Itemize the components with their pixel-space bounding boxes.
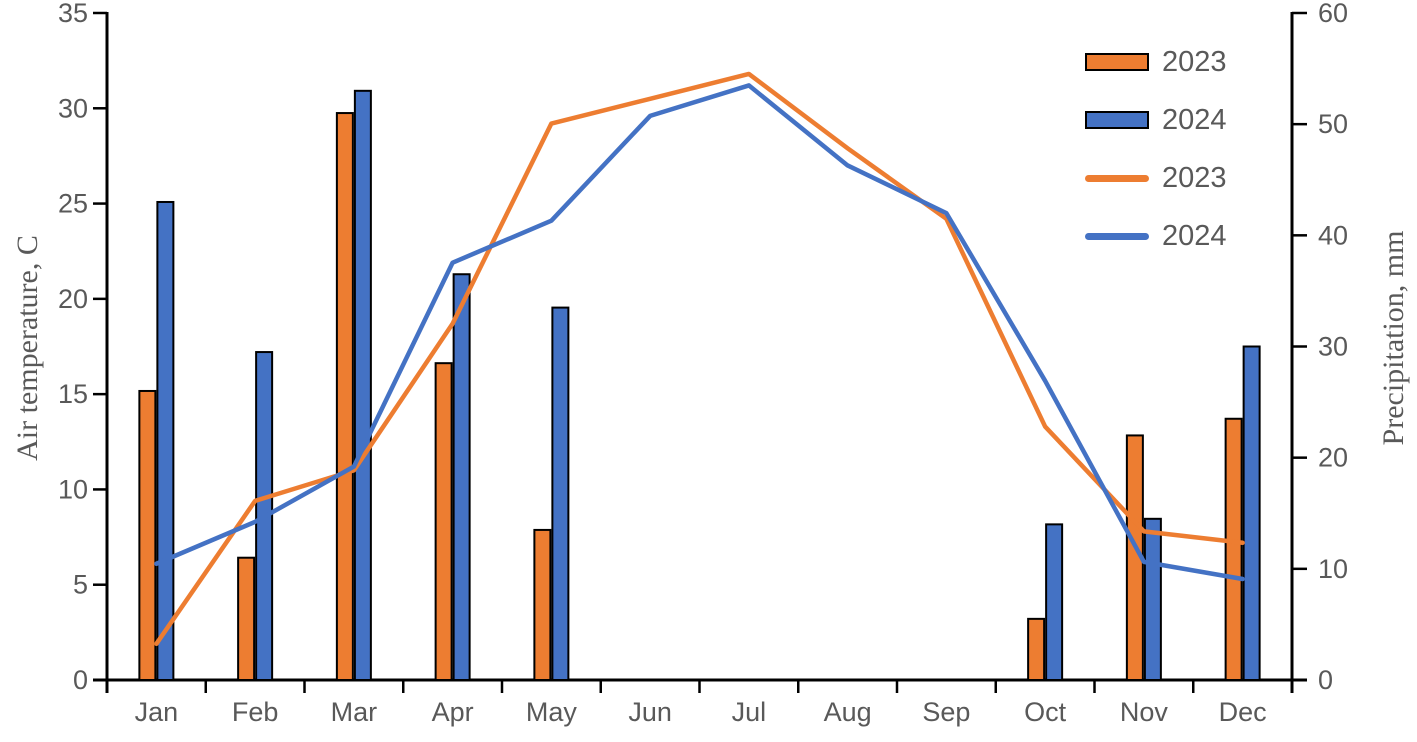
temperature-line-2023	[154, 71, 1245, 647]
month-label-sep: Sep	[922, 697, 970, 727]
legend-label: 2024	[1162, 104, 1227, 136]
left-axis-tick-label: 35	[58, 0, 88, 28]
bar-2024-apr	[452, 273, 471, 681]
right-axis-tick-label: 10	[1318, 554, 1348, 584]
legend-line-swatch	[1085, 174, 1149, 182]
left-axis-tick-label: 15	[58, 379, 88, 409]
bar-2024-jan	[156, 200, 175, 681]
left-axis-tick-label: 25	[58, 189, 88, 219]
right-axis-tick-label: 60	[1318, 0, 1348, 28]
left-axis-title: Air temperature, C	[11, 235, 44, 461]
bar-2023-mar	[335, 112, 354, 682]
left-axis-tick-label: 0	[73, 665, 88, 695]
right-axis-tick-label: 20	[1318, 443, 1348, 473]
bar-2023-dec	[1224, 417, 1243, 681]
bar-2023-oct	[1027, 617, 1046, 682]
left-axis-tick-label: 30	[58, 93, 88, 123]
legend: 2023 2024 2023 2024	[1085, 46, 1227, 285]
legend-item-line-2024: 2024	[1085, 220, 1227, 252]
bar-2023-may	[533, 528, 552, 681]
legend-item-bar-2024: 2024	[1085, 104, 1227, 136]
legend-label: 2024	[1162, 220, 1227, 252]
month-label-nov: Nov	[1120, 697, 1169, 727]
month-label-feb: Feb	[232, 697, 279, 727]
bar-2024-dec	[1242, 345, 1261, 681]
month-label-oct: Oct	[1024, 697, 1067, 727]
month-label-apr: Apr	[432, 697, 474, 727]
bar-2024-mar	[353, 89, 372, 682]
bar-2024-nov	[1143, 517, 1162, 682]
month-label-jun: Jun	[628, 697, 672, 727]
month-label-jul: Jul	[732, 697, 767, 727]
right-axis-tick-label: 50	[1318, 109, 1348, 139]
legend-label: 2023	[1162, 162, 1227, 194]
legend-label: 2023	[1162, 46, 1227, 78]
legend-bar-swatch	[1085, 53, 1149, 71]
month-label-jan: Jan	[135, 697, 179, 727]
left-axis-tick-label: 10	[58, 474, 88, 504]
right-axis-tick-label: 0	[1318, 665, 1333, 695]
legend-item-bar-2023: 2023	[1085, 46, 1227, 78]
legend-item-line-2023: 2023	[1085, 162, 1227, 194]
bar-2023-feb	[237, 556, 256, 682]
month-label-aug: Aug	[824, 697, 872, 727]
left-axis-tick-label: 20	[58, 284, 88, 314]
legend-bar-swatch	[1085, 111, 1149, 129]
legend-line-swatch	[1085, 232, 1149, 240]
bar-2023-apr	[434, 362, 453, 681]
temperature-line-2024	[154, 83, 1245, 582]
right-axis-tick-label: 30	[1318, 332, 1348, 362]
month-label-dec: Dec	[1219, 697, 1267, 727]
right-axis-tick-label: 40	[1318, 220, 1348, 250]
month-label-mar: Mar	[331, 697, 378, 727]
bar-2023-jan	[138, 389, 157, 681]
bar-2024-may	[551, 306, 570, 681]
left-axis-tick-label: 5	[73, 570, 88, 600]
bar-2024-oct	[1045, 523, 1064, 681]
month-label-may: May	[526, 697, 578, 727]
right-axis-title: Precipitation, mm	[1377, 230, 1410, 446]
